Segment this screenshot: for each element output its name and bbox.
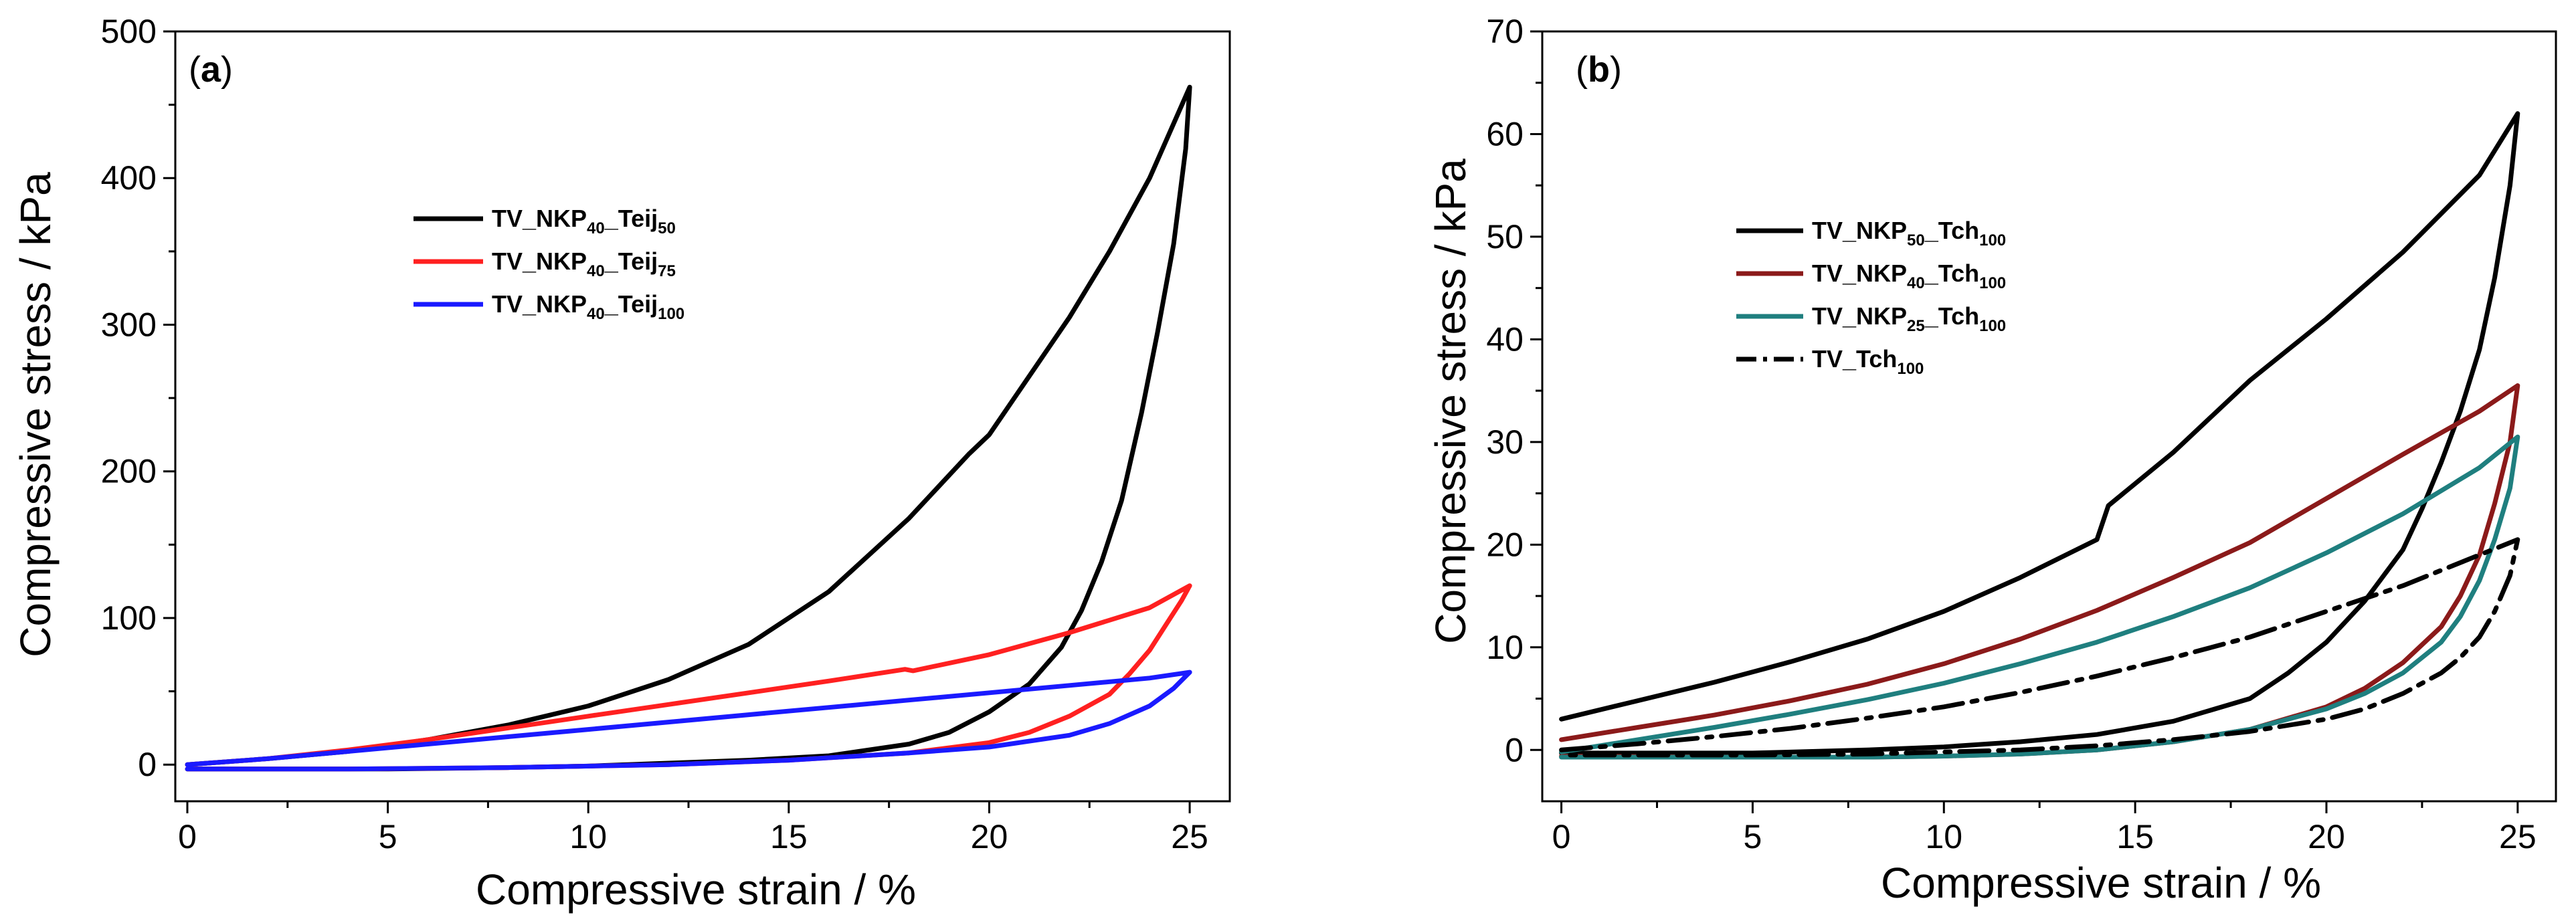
panel-a-y-axis-title: Compressive stress / kPa: [11, 172, 60, 657]
panel-b-y-axis-title: Compressive stress / kPa: [1427, 159, 1475, 644]
panel-a-x-tick-label: 25: [1171, 818, 1208, 855]
panel-b-series-line-1: [1559, 111, 2520, 756]
panel-a-series-line-3: [185, 670, 1192, 772]
panel-b-series-line-4: [1559, 537, 2520, 758]
panel-a-y-tick-label: 400: [101, 159, 157, 197]
panel-a-y-tick-label: 500: [101, 13, 157, 50]
panel-a-plot-frame: [174, 30, 1231, 803]
panel-b-plot-frame: [1541, 30, 2557, 803]
panel-b-x-tick-label: 0: [1552, 818, 1571, 855]
panel-a-y-tick-label: 0: [138, 746, 157, 783]
panel-b-label: (b): [1576, 49, 1622, 90]
panel-b-y-tick-label: 50: [1486, 218, 1524, 255]
panel-b-series-line-2: [1559, 383, 2520, 760]
panel-a-y-tick-label: 200: [101, 453, 157, 490]
panel-a-x-tick-label: 20: [971, 818, 1008, 855]
panel-b-y-tick-label: 60: [1486, 115, 1524, 152]
panel-a-x-tick-label: 5: [379, 818, 397, 855]
panel-b-legend-label-3: TV_NKP25_Tch100: [1812, 302, 2006, 335]
panel-a-x-tick-label: 0: [178, 818, 197, 855]
chart-panel-b: (b) Compressive strain / % Compressive s…: [1427, 13, 2557, 907]
panel-a-x-tick-label: 15: [770, 818, 808, 855]
panel-a-label: (a): [189, 49, 233, 90]
panel-a-legend-label-2: TV_NKP40_Teij75: [492, 247, 676, 280]
panel-b-x-tick-label: 25: [2499, 818, 2537, 855]
panel-a-series-line-1: [185, 84, 1192, 772]
panel-a-y-tick-label: 300: [101, 306, 157, 343]
panel-b-y-tick-label: 70: [1486, 13, 1524, 50]
panel-b-legend-label-4: TV_Tch100: [1812, 345, 1924, 378]
panel-b-legend-label-1: TV_NKP50_Tch100: [1812, 217, 2006, 249]
panel-b-series-line-3: [1559, 434, 2520, 760]
panel-b-y-tick-label: 40: [1486, 320, 1524, 358]
panel-a-x-axis-title: Compressive strain / %: [476, 865, 916, 914]
panel-a-y-tick-label: 100: [101, 599, 157, 637]
panel-b-x-axis-title: Compressive strain / %: [1881, 859, 2321, 907]
panel-b-y-tick-label: 0: [1505, 731, 1524, 768]
panel-b-x-tick-label: 10: [1925, 818, 1962, 855]
panel-a-legend-label-3: TV_NKP40_Teij100: [492, 290, 684, 323]
panel-b-legend: TV_NKP50_Tch100 TV_NKP40_Tch100 TV_NKP25_T…: [1736, 217, 2006, 378]
panel-b-x-tick-label: 5: [1744, 818, 1762, 855]
panel-a-legend-label-1: TV_NKP40_Teij50: [492, 205, 676, 237]
chart-panel-a: (a) Compressive strain / % Compressive s…: [11, 13, 1231, 914]
panel-b-x-tick-label: 15: [2116, 818, 2154, 855]
panel-a-x-tick-label: 10: [569, 818, 607, 855]
panel-a-legend: TV_NKP40_Teij50 TV_NKP40_Teij75 TV_NKP40_T…: [413, 205, 684, 323]
panel-b-y-tick-label: 30: [1486, 423, 1524, 461]
panel-b-legend-label-2: TV_NKP40_Tch100: [1812, 260, 2006, 292]
panel-b-x-tick-label: 20: [2308, 818, 2345, 855]
panel-b-y-tick-label: 20: [1486, 526, 1524, 563]
panel-b-y-tick-label: 10: [1486, 629, 1524, 666]
